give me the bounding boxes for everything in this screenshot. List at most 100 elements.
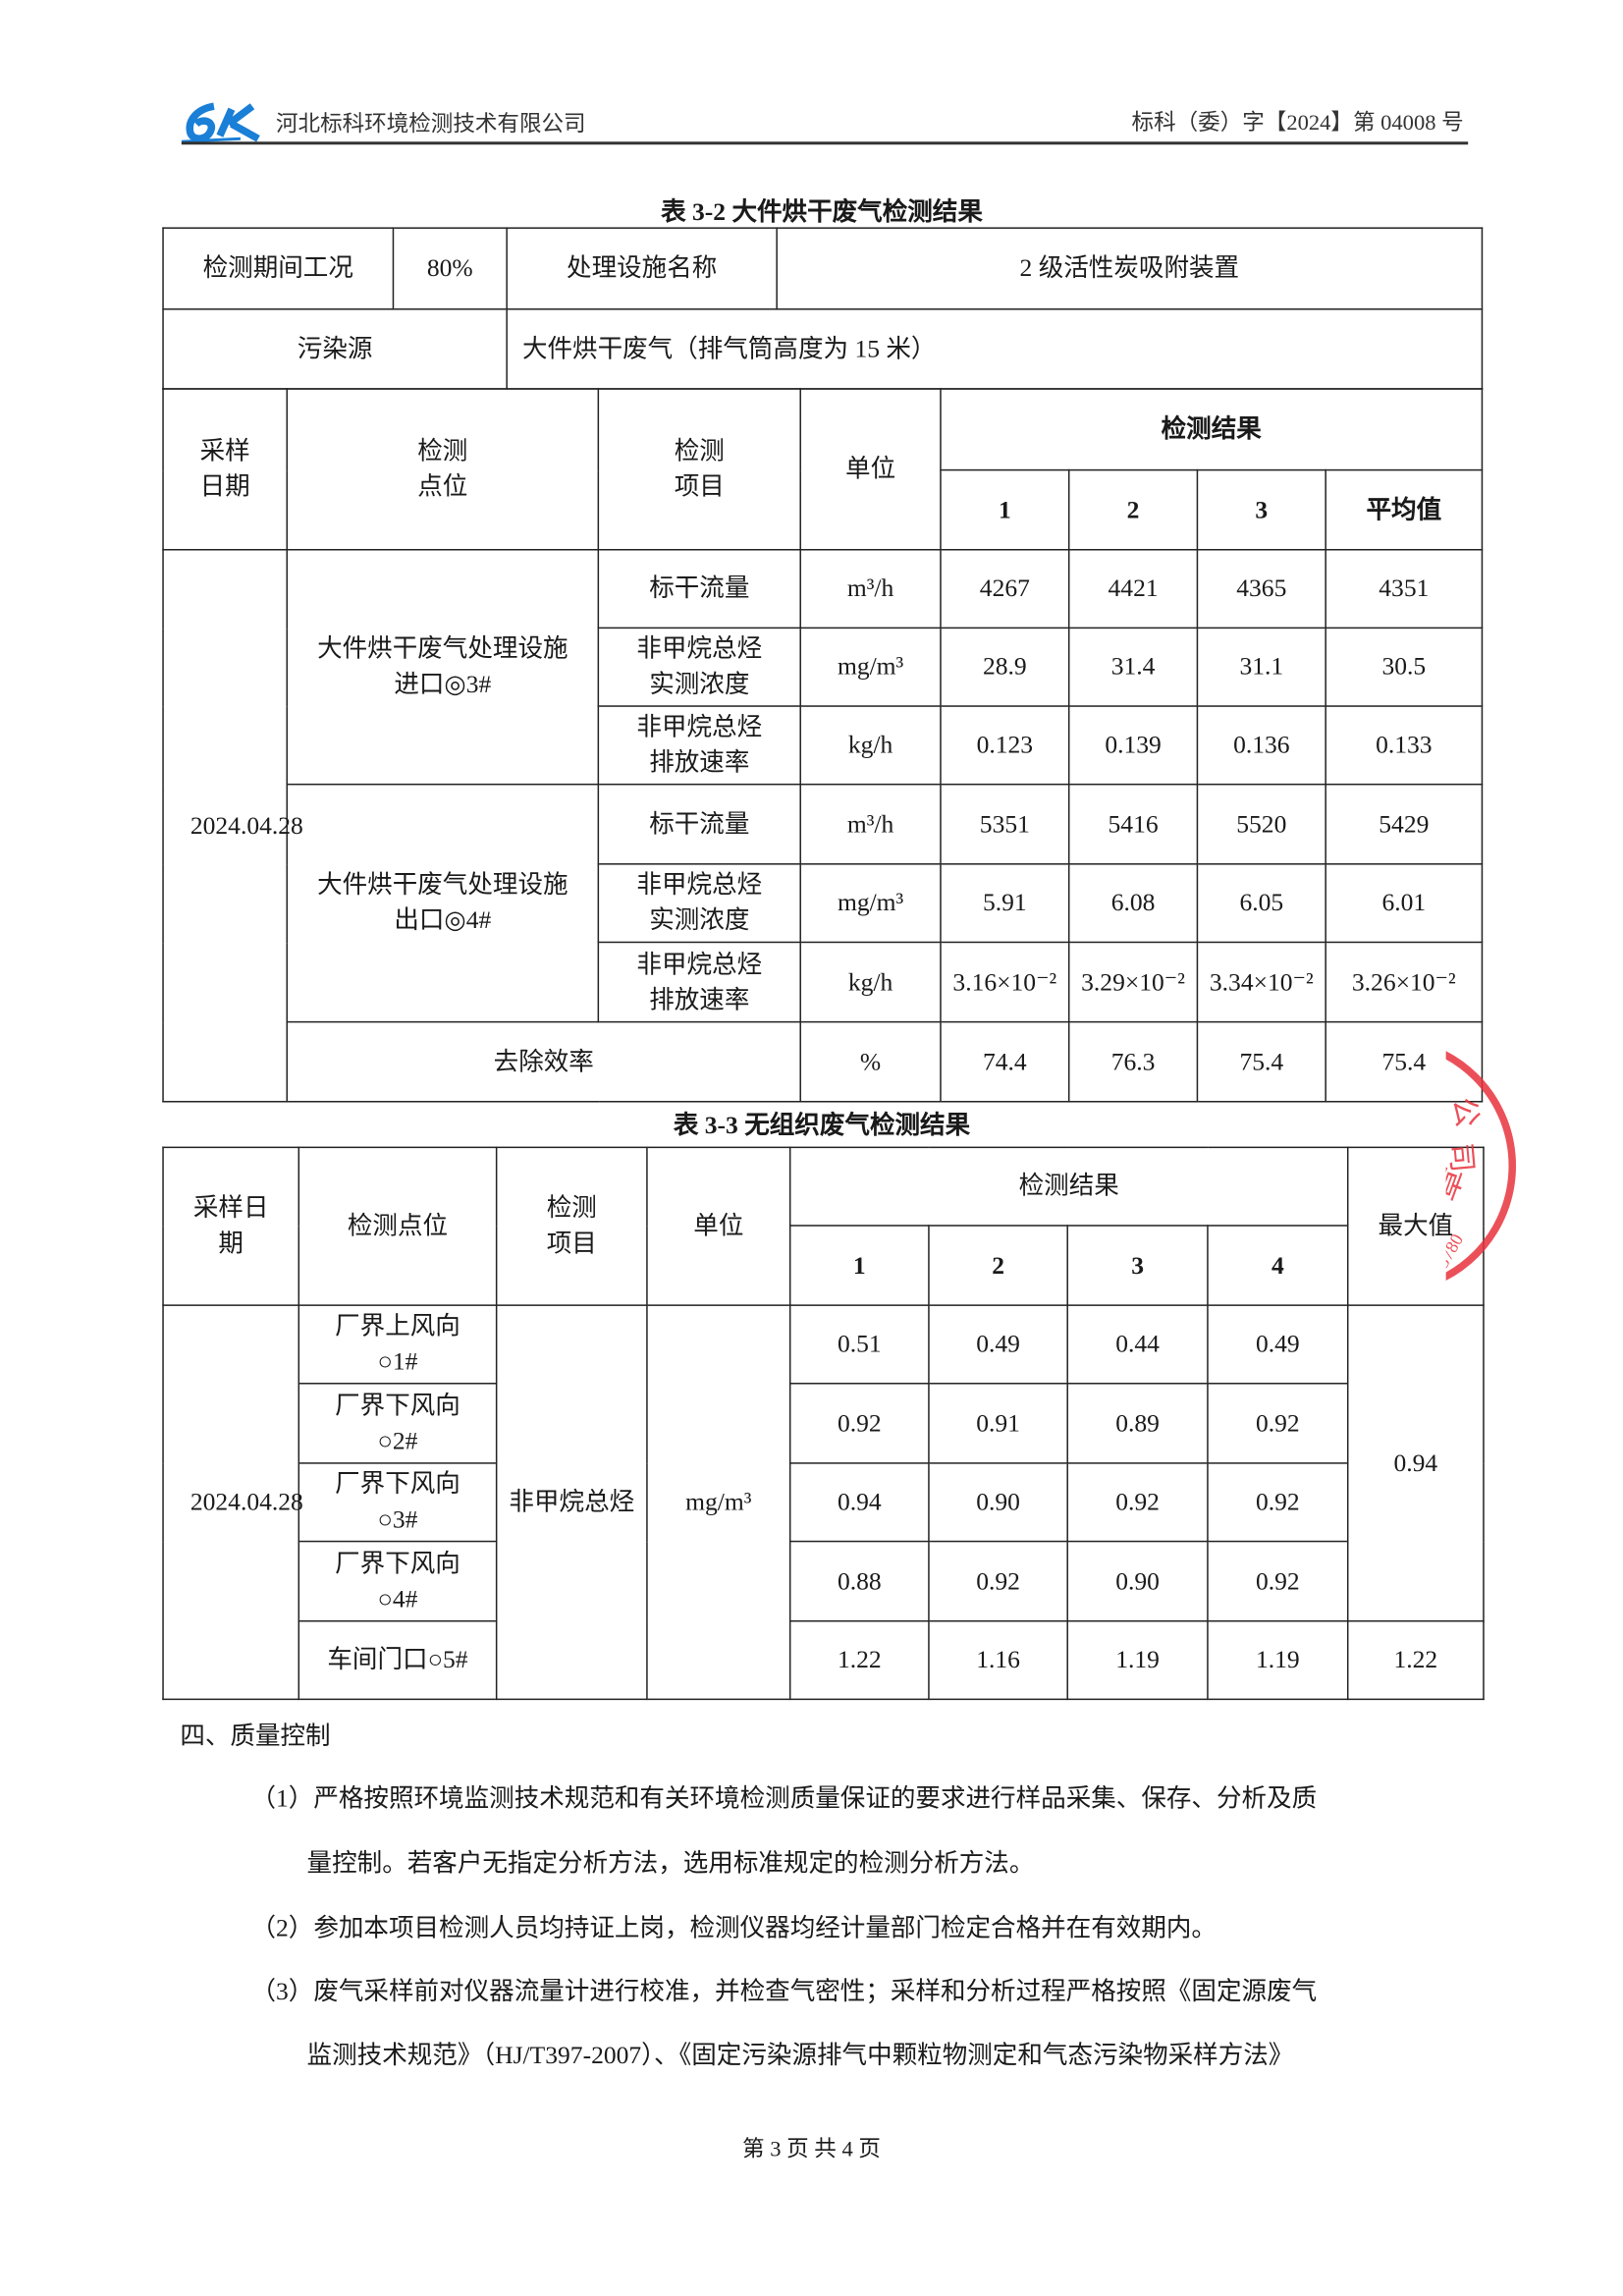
- removal-value: 75.4: [1196, 1020, 1326, 1103]
- test-item: 标干流量: [597, 783, 801, 865]
- result-value: 0.88: [788, 1540, 930, 1622]
- removal-value: 76.3: [1067, 1020, 1199, 1103]
- source-value: 大件烘干废气（排气筒高度为 15 米）: [506, 308, 1484, 390]
- header-max: 最大值: [1346, 1146, 1485, 1306]
- sampling-point: 车间门口○5#: [298, 1619, 498, 1701]
- quality-p1-line2: 量控制。若客户无指定分析方法，选用标准规定的检测分析方法。: [306, 1848, 1035, 1878]
- unit: m³/h: [799, 549, 942, 629]
- header-c3: 3: [1066, 1225, 1209, 1306]
- result-value: 0.89: [1066, 1383, 1209, 1464]
- header-date: 采样日期: [162, 1146, 300, 1306]
- result-value: 1.19: [1207, 1619, 1349, 1701]
- svg-text:司: 司: [1443, 1141, 1479, 1174]
- svg-text:公: 公: [1446, 1095, 1485, 1130]
- result-value: 0.49: [928, 1304, 1068, 1385]
- company-name: 河北标科环境检测技术有限公司: [276, 113, 586, 137]
- quality-p2: （2）参加本项目检测人员均持证上岗，检测仪器均经计量部门检定合格并在有效期内。: [250, 1914, 1217, 1942]
- header-point: 检测点位: [286, 388, 600, 551]
- result-value: 31.1: [1196, 627, 1326, 707]
- result-value: 5429: [1325, 783, 1484, 865]
- result-value: 6.01: [1325, 863, 1484, 944]
- sampling-date: 2024.04.28: [162, 1304, 303, 1701]
- header-item: 检测项目: [597, 388, 801, 551]
- table-3-3-title: 表 3-3 无组织废气检测结果: [673, 1111, 971, 1140]
- result-value: 0.92: [1207, 1462, 1349, 1543]
- result-value: 0.90: [928, 1462, 1068, 1543]
- result-value: 5351: [940, 783, 1070, 865]
- sampling-point: 厂界下风向○2#: [298, 1383, 498, 1464]
- facility-value: 2 级活性炭吸附装置: [776, 227, 1484, 310]
- quality-p1-line1: （1）严格按照环境监测技术规范和有关环境检测质量保证的要求进行样品采集、保存、分…: [250, 1783, 1318, 1813]
- sampling-point: 大件烘干废气处理设施进口◎3#: [286, 549, 600, 786]
- company-logo: [181, 102, 260, 143]
- table-row: 非甲烷总烃排放速率 kg/h 0.123 0.139 0.136 0.133: [163, 705, 1484, 786]
- header-unit: 单位: [799, 388, 942, 551]
- table-3-2-title: 表 3-2 大件烘干废气检测结果: [661, 197, 983, 226]
- header-c2: 2: [1067, 468, 1199, 551]
- header-item: 检测项目: [495, 1146, 648, 1306]
- result-value: 3.16×10⁻²: [940, 941, 1070, 1023]
- result-value: 0.92: [928, 1540, 1068, 1622]
- result-value: 0.123: [940, 705, 1070, 786]
- header-divider: [181, 141, 1469, 144]
- table-row: 非甲烷总烃排放速率 kg/h 3.16×10⁻² 3.29×10⁻² 3.34×10⁻²…: [163, 941, 1484, 1023]
- header-point: 检测点位: [298, 1146, 498, 1306]
- cond-value: 80%: [392, 227, 508, 310]
- sampling-point: 厂界下风向○4#: [298, 1540, 498, 1622]
- unit: mg/m³: [799, 627, 942, 707]
- quality-p3-line2: 监测技术规范》（HJ/T397-2007）、《固定污染源排气中颗粒物测定和气态污…: [306, 2041, 1294, 2069]
- header-c2: 2: [928, 1225, 1068, 1306]
- test-item: 非甲烷总烃排放速率: [597, 941, 801, 1023]
- header-avg: 平均值: [1325, 468, 1484, 551]
- result-value: 1.19: [1066, 1619, 1209, 1701]
- result-value: 0.92: [1207, 1540, 1349, 1622]
- header-unit: 单位: [646, 1146, 791, 1306]
- max-value: 1.22: [1346, 1619, 1485, 1701]
- result-value: 4351: [1325, 549, 1484, 629]
- table-row: 厂界下风向○2# 0.92 0.91 0.89 0.92: [163, 1383, 1484, 1464]
- result-value: 3.26×10⁻²: [1325, 941, 1484, 1023]
- result-value: 5520: [1196, 783, 1326, 865]
- result-value: 4267: [940, 549, 1070, 629]
- result-value: 5416: [1067, 783, 1199, 865]
- table-row: 2024.04.28 大件烘干废气处理设施进口◎3# 标干流量 m³/h 4267 442…: [162, 549, 1484, 1103]
- header-date: 采样日期: [162, 388, 289, 551]
- result-value: 0.92: [788, 1383, 930, 1464]
- sampling-point: 厂界上风向○1#: [298, 1304, 498, 1385]
- result-value: 3.29×10⁻²: [1067, 941, 1199, 1023]
- header-c4: 4: [1207, 1225, 1349, 1306]
- sampling-point: 厂界下风向○3#: [298, 1462, 498, 1543]
- result-value: 6.08: [1067, 863, 1199, 944]
- result-value: 0.49: [1207, 1304, 1349, 1385]
- sampling-date: 2024.04.28: [162, 549, 303, 1103]
- test-item: 标干流量: [597, 549, 801, 629]
- result-value: 0.136: [1196, 705, 1326, 786]
- unit: kg/h: [799, 941, 942, 1023]
- result-value: 4421: [1067, 549, 1199, 629]
- result-value: 0.92: [1207, 1383, 1349, 1464]
- result-value: 28.9: [940, 627, 1070, 707]
- result-value: 0.91: [928, 1383, 1068, 1464]
- result-value: 0.92: [1066, 1462, 1209, 1543]
- result-value: 4365: [1196, 549, 1326, 629]
- table-row: 2024.04.28 厂界上风向○1# 非甲烷总烃 mg/m³ 0.51 0.49 0.44…: [162, 1304, 1485, 1701]
- header-c1: 1: [940, 468, 1070, 551]
- table-row: 厂界下风向○3# 0.94 0.90 0.92 0.92: [163, 1462, 1484, 1543]
- table-3-2: 采样日期 检测点位 检测项目 单位 检测结果 1 2 3 平均值 2024.04…: [162, 388, 1484, 1103]
- unit: m³/h: [799, 783, 942, 865]
- result-value: 0.133: [1325, 705, 1484, 786]
- test-item: 非甲烷总烃: [495, 1304, 648, 1701]
- table-3-3: 采样日期 检测点位 检测项目 单位 检测结果 最大值 1 2 3 4 2024.…: [162, 1146, 1485, 1701]
- result-value: 6.05: [1196, 863, 1326, 944]
- table-row: 非甲烷总烃实测浓度 mg/m³ 5.91 6.08 6.05 6.01: [163, 863, 1484, 944]
- table-row: 厂界下风向○4# 0.88 0.92 0.90 0.92: [163, 1540, 1484, 1622]
- test-item: 非甲烷总烃排放速率: [597, 705, 801, 786]
- sampling-point: 大件烘干废气处理设施出口◎4#: [286, 783, 600, 1023]
- removal-value: 74.4: [940, 1020, 1070, 1103]
- page-footer: 第 3 页 共 4 页: [742, 2138, 881, 2162]
- result-value: 1.22: [788, 1619, 930, 1701]
- header-c1: 1: [788, 1225, 930, 1306]
- table-3-2-info: 检测期间工况 80% 处理设施名称 2 级活性炭吸附装置 污染源 大件烘干废气（排气筒高…: [162, 227, 1484, 390]
- table-row: 大件烘干废气处理设施出口◎4# 标干流量 m³/h 5351 5416 5520 5429: [163, 783, 1484, 1023]
